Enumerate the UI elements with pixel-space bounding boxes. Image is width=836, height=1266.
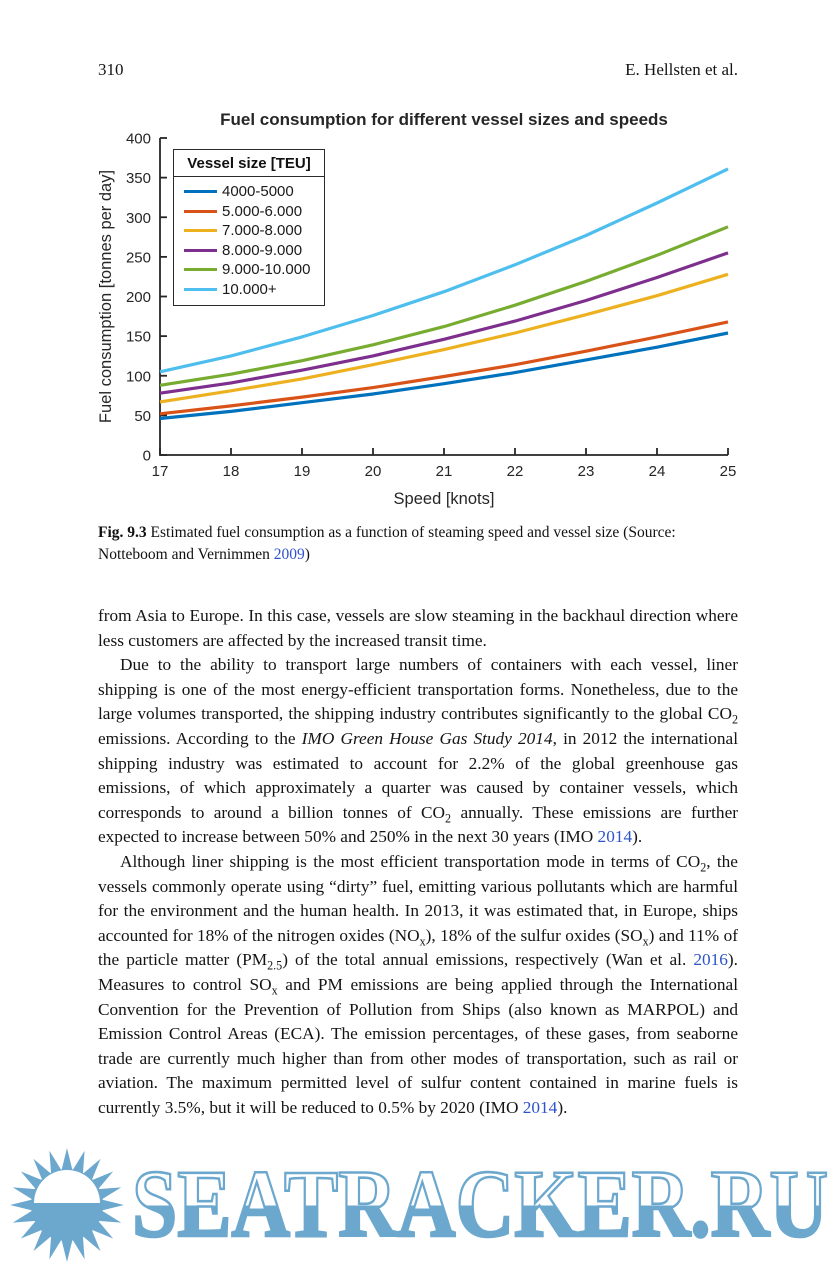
legend-rows: 4000-5000 5.000-6.000 7.000-8.000 8.000-9.0… [174, 177, 324, 305]
text-run: IMO Green House Gas Study 2014 [301, 728, 553, 748]
body-paragraph: Although liner shipping is the most effi… [98, 850, 738, 1121]
watermark-text: SEATRACKER.RU [132, 1150, 828, 1257]
legend-item-label: 5.000-6.000 [222, 202, 303, 220]
citation-link[interactable]: 2016 [693, 950, 728, 970]
series-line-4000-5000 [159, 331, 729, 421]
legend-line-swatch [184, 248, 217, 252]
text-run: emissions. According to the [98, 728, 302, 748]
x-tick-label: 23 [578, 463, 595, 480]
text-run: and PM emissions are being applied throu… [98, 974, 738, 1117]
subscript: 2.5 [267, 958, 283, 973]
text-run: Although liner shipping is the most effi… [120, 851, 701, 871]
legend-item: 9.000-10.000 [174, 260, 324, 280]
subscript: 2 [731, 712, 738, 727]
text-run: ) of the total annual emissions, respect… [282, 950, 694, 970]
figure-caption: Fig. 9.3 Estimated fuel consumption as a… [98, 522, 738, 565]
watermark: SEATRACKER.RU [0, 1144, 836, 1266]
chart-title: Fuel consumption for different vessel si… [220, 110, 668, 129]
y-tick-label: 150 [126, 329, 151, 346]
text-run: annually. These emissions are further ex… [98, 802, 738, 847]
page-number: 310 [98, 60, 124, 79]
body-paragraph: from Asia to Europe. In this case, vesse… [98, 604, 738, 653]
series-line-8.000-9.000 [159, 251, 729, 395]
legend-line-swatch [184, 268, 217, 272]
sunrise-starburst-icon [10, 1148, 124, 1262]
subscript: x [642, 934, 649, 949]
page-header: 310 E. Hellsten et al. [98, 60, 738, 80]
subscript: x [419, 934, 426, 949]
x-tick-label: 18 [223, 463, 240, 480]
x-tick-label: 25 [720, 463, 737, 480]
legend-line-swatch [184, 190, 217, 194]
watermark-text-svg: SEATRACKER.RU [131, 1150, 830, 1258]
citation-link[interactable]: 2014 [597, 827, 633, 847]
sun-dome [34, 1170, 100, 1203]
y-tick-label: 250 [126, 249, 151, 266]
legend-item: 7.000-8.000 [174, 221, 324, 241]
subscript: 2 [445, 811, 452, 826]
legend-item-label: 7.000-8.000 [222, 222, 303, 240]
legend-item: 4000-5000 [174, 182, 324, 202]
x-tick-label: 19 [294, 463, 311, 480]
legend-line-swatch [184, 287, 217, 291]
x-tick-label: 21 [436, 463, 453, 480]
subscript: x [271, 983, 278, 998]
x-tick-label: 17 [152, 463, 169, 480]
text-run: ). [632, 827, 643, 847]
y-tick-label: 300 [126, 210, 151, 227]
text-run: , in 2012 the international shipping ind… [98, 728, 738, 822]
y-tick-label: 0 [143, 448, 151, 465]
legend-line-swatch [184, 229, 217, 233]
legend-item-label: 10.000+ [222, 280, 277, 298]
y-tick-label: 200 [126, 289, 151, 306]
text-run: ). [557, 1097, 568, 1117]
x-tick-label: 24 [649, 463, 666, 480]
running-head-authors: E. Hellsten et al. [625, 60, 738, 79]
text-run: , the vessels commonly operate using “di… [98, 851, 738, 945]
text-run: Estimated fuel consumption as a function… [98, 524, 676, 563]
chart-legend: Vessel size [TEU] 4000-5000 5.000-6.000 7.… [173, 149, 325, 306]
legend-line-swatch [184, 209, 217, 213]
text-run: Due to the ability to transport large nu… [98, 655, 738, 724]
text-run: ) [304, 545, 310, 563]
legend-item-label: 4000-5000 [222, 183, 294, 201]
text-run: Fig. 9.3 [98, 524, 147, 541]
legend-item-label: 8.000-9.000 [222, 241, 303, 259]
series-line-5.000-6.000 [159, 320, 729, 416]
y-tick-label: 50 [134, 408, 151, 425]
y-axis-label: Fuel consumption [tonnes per day] [97, 170, 115, 423]
citation-link[interactable]: 2009 [273, 545, 305, 563]
legend-item-label: 9.000-10.000 [222, 261, 311, 279]
y-tick-label: 100 [126, 368, 151, 385]
figure-chart: Fuel consumption for different vessel si… [94, 104, 770, 516]
series-line-7.000-8.000 [159, 272, 729, 404]
text-run: ). Measures to control SO [98, 950, 738, 994]
body-paragraph: Due to the ability to transport large nu… [98, 653, 738, 850]
citation-link[interactable]: 2014 [522, 1097, 558, 1117]
y-tick-label: 400 [126, 131, 151, 148]
chart-canvas: 0 50 100 150 200 250 300 350 400 17 18 19 20 21 22 23 24… [97, 131, 737, 509]
y-tick-label: 350 [126, 170, 151, 187]
legend-item: 5.000-6.000 [174, 202, 324, 222]
text-run: ) and 11% of the particle matter (PM [98, 925, 738, 970]
x-tick-label: 20 [365, 463, 382, 480]
body-text: from Asia to Europe. In this case, vesse… [98, 604, 738, 1120]
subscript: 2 [700, 860, 707, 875]
legend-item: 10.000+ [174, 280, 324, 300]
series-line-9.000-10.000 [159, 225, 729, 387]
text-run: from Asia to Europe. In this case, vesse… [98, 606, 738, 650]
x-axis-label: Speed [knots] [394, 490, 495, 508]
x-tick-label: 22 [507, 463, 524, 480]
text-run: ), 18% of the sulfur oxides (SO [425, 925, 643, 945]
legend-title: Vessel size [TEU] [174, 150, 324, 177]
legend-item: 8.000-9.000 [174, 241, 324, 261]
series-line-10.000+ [159, 167, 729, 374]
